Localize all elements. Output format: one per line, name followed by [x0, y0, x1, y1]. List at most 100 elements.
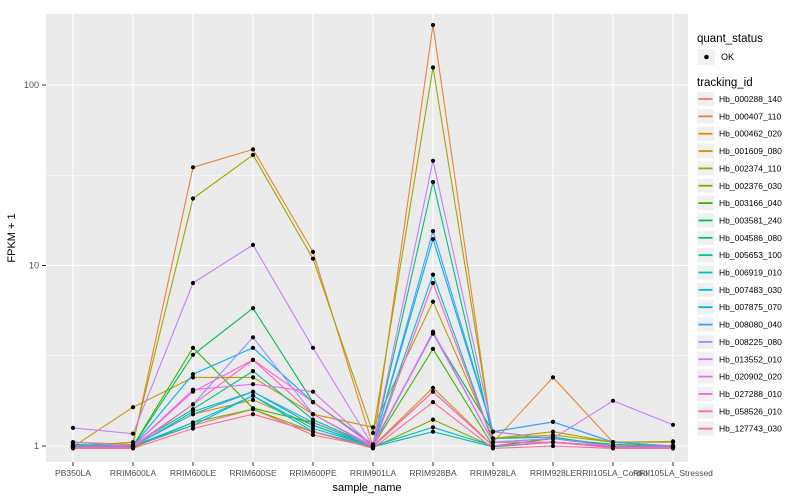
y-tick-label: 1 [34, 441, 39, 451]
data-point [250, 406, 256, 411]
data-point [190, 426, 196, 431]
legend-title-quant-status: quant_status [697, 33, 763, 45]
legend-entry-label: Hb_004586_080 [719, 233, 782, 243]
data-point [490, 446, 496, 451]
data-point [190, 389, 196, 394]
data-point [430, 329, 436, 334]
data-point [430, 272, 436, 277]
data-point [550, 436, 556, 441]
data-point [250, 393, 256, 398]
data-point [430, 389, 436, 394]
data-point [430, 385, 436, 390]
data-point [550, 419, 556, 424]
data-point [130, 440, 136, 445]
x-axis-title: sample_name [332, 482, 401, 494]
data-point [70, 446, 76, 451]
data-point [250, 345, 256, 350]
ok-point-icon [704, 54, 709, 60]
data-point [430, 400, 436, 405]
data-point [130, 431, 136, 436]
data-point [670, 422, 676, 427]
data-point [430, 229, 436, 234]
data-point [250, 389, 256, 394]
legend-entry-label: Hb_003581_240 [719, 215, 782, 225]
legend-entry-label: Hb_058526_010 [719, 406, 782, 416]
y-tick-label: 10 [29, 261, 39, 271]
x-tick-label: RRIM928LE [530, 468, 577, 478]
y-tick-label: 100 [24, 80, 39, 90]
data-point [190, 372, 196, 377]
data-point [550, 429, 556, 434]
data-point [430, 299, 436, 304]
data-point [430, 346, 436, 351]
legend-entry-label: Hb_005653_100 [719, 250, 782, 260]
data-point [310, 256, 316, 261]
data-point [430, 65, 436, 70]
data-point [250, 357, 256, 362]
data-point [490, 429, 496, 434]
x-tick-label: RRIM600SE [229, 468, 277, 478]
data-point [250, 147, 256, 152]
legend-entry-label: Hb_000407_110 [719, 111, 782, 121]
data-point [430, 179, 436, 185]
legend-label-ok: OK [721, 52, 734, 62]
data-point [250, 412, 256, 417]
data-point [370, 425, 376, 430]
data-point [130, 405, 136, 410]
legend-entry-label: Hb_008225_080 [719, 337, 782, 347]
data-point [610, 398, 616, 403]
data-point [430, 425, 436, 430]
data-point [190, 402, 196, 407]
legend-entry-label: Hb_127743_030 [719, 424, 782, 434]
data-point [130, 446, 136, 451]
legend-entry-label: Hb_000288_140 [719, 94, 782, 104]
legend-entry-label: Hb_006919_010 [719, 268, 782, 278]
x-tick-label: RRII105LA_Control [576, 468, 650, 478]
legend-entry-label: Hb_007483_030 [719, 285, 782, 295]
data-point [190, 352, 196, 357]
data-point [70, 440, 76, 445]
data-point [190, 412, 196, 417]
legend-title-tracking-id: tracking_id [697, 77, 753, 89]
data-point [190, 165, 196, 170]
data-point [190, 196, 196, 201]
data-point [490, 440, 496, 445]
data-point [190, 280, 196, 286]
y-axis-title: FPKM + 1 [6, 213, 18, 262]
data-point [550, 375, 556, 380]
data-point [310, 432, 316, 438]
data-point [430, 417, 436, 422]
data-point [310, 400, 316, 405]
data-point [310, 345, 316, 350]
x-tick-label: RRIM901LA [350, 468, 397, 478]
data-point [190, 375, 196, 380]
legend-entry-label: Hb_008080_040 [719, 320, 782, 330]
data-point [370, 430, 376, 436]
data-point [550, 443, 556, 449]
x-tick-label: RRIM928LA [470, 468, 517, 478]
legend-entry-label: Hb_013552_010 [719, 354, 782, 364]
legend-entry-label: Hb_000462_020 [719, 129, 782, 139]
data-point [670, 446, 676, 451]
data-point [190, 345, 196, 350]
legend-entry-label: Hb_002374_110 [719, 163, 782, 173]
legend-entry-label: Hb_003166_040 [719, 198, 782, 208]
data-point [310, 412, 316, 417]
legend-entry-label: Hb_027288_010 [719, 389, 782, 399]
data-point [370, 446, 376, 451]
data-point [490, 436, 496, 441]
data-point [670, 439, 676, 444]
data-point [430, 22, 436, 28]
data-point [250, 369, 256, 374]
data-point [250, 242, 256, 247]
data-point [430, 429, 436, 434]
data-point [430, 280, 436, 286]
data-point [430, 158, 436, 163]
data-point [250, 306, 256, 311]
legend-entry-label: Hb_007875_070 [719, 302, 782, 312]
data-point [310, 417, 316, 422]
plot-panel [46, 14, 688, 462]
data-point [250, 382, 256, 387]
x-tick-label: RRIM600PE [289, 468, 337, 478]
